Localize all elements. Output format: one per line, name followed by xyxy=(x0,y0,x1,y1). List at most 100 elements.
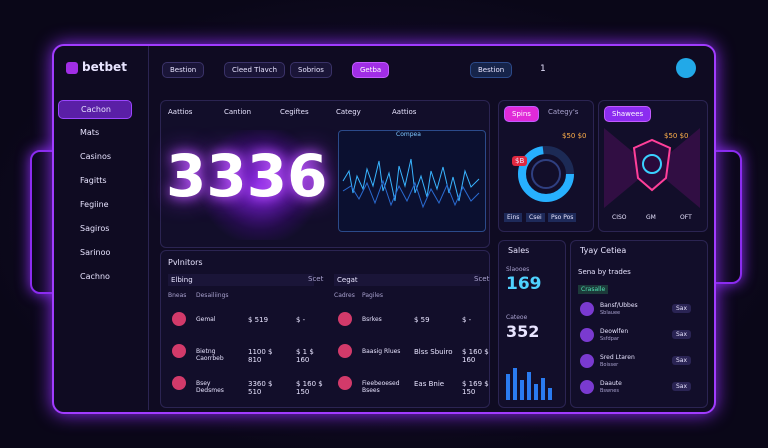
row-value: $ 519 xyxy=(248,316,269,324)
row-value: 1100 $ 810 xyxy=(248,348,273,364)
column-header: Pagiles xyxy=(362,292,383,299)
row-extra: $ 1 $ 160 xyxy=(296,348,314,364)
row-value: 3360 $ 510 xyxy=(248,380,273,396)
filter[interactable]: Elbing xyxy=(168,274,314,286)
item-sub: Sblauee xyxy=(600,310,621,316)
item-name[interactable]: Deowlfen xyxy=(600,328,629,335)
item-name[interactable]: Sred Ltaren xyxy=(600,354,635,361)
donut xyxy=(518,146,574,202)
nav-item[interactable]: Mats xyxy=(80,128,100,137)
item-avatar xyxy=(580,302,594,316)
nav-item[interactable]: Sarinoo xyxy=(80,248,111,257)
hero-glow xyxy=(200,130,320,240)
top-button[interactable]: Sobrios xyxy=(290,62,332,78)
top-button[interactable]: Cleed Tlavch xyxy=(224,62,286,78)
featured-tab[interactable]: CISO xyxy=(612,214,627,221)
featured-tab[interactable]: OFT xyxy=(680,214,692,221)
item-button[interactable]: Sax xyxy=(672,356,692,365)
row-name[interactable]: Bsrkes xyxy=(362,316,382,323)
promo-panel xyxy=(498,100,594,232)
top-button[interactable]: Getba xyxy=(352,62,390,78)
item-sub: Bswnes xyxy=(600,388,619,394)
nav-item[interactable]: Cachon xyxy=(58,100,132,119)
row-avatar xyxy=(172,344,186,358)
avatar[interactable] xyxy=(676,58,696,78)
top-button[interactable]: Bestion xyxy=(162,62,205,78)
item-name[interactable]: Bansf/Ubbes xyxy=(600,302,638,309)
promo-amount: $50 $0 xyxy=(562,132,587,140)
nav-item[interactable]: Fagitts xyxy=(80,176,107,185)
item-avatar xyxy=(580,328,594,342)
tab[interactable]: Categy xyxy=(336,108,361,116)
brand[interactable]: betbet xyxy=(82,60,127,74)
column-header: Bneas xyxy=(168,292,187,299)
sales-number: 352 xyxy=(506,322,540,341)
row-extra: $ 160 $ 160 xyxy=(462,348,489,364)
row-extra: $ 160 $ 150 xyxy=(296,380,323,396)
top-button[interactable]: Bestion xyxy=(470,62,513,78)
nav-item[interactable]: Casinos xyxy=(80,152,112,161)
nav-item[interactable]: Fegiine xyxy=(80,200,109,209)
item-avatar xyxy=(580,380,594,394)
row-extra: $ 169 $ 150 xyxy=(462,380,489,396)
row-extra: $ - xyxy=(296,316,306,324)
tab[interactable]: Cegiftes xyxy=(280,108,309,116)
promo-badge: $B xyxy=(512,156,528,166)
item-avatar xyxy=(580,354,594,368)
featured-tab[interactable]: GM xyxy=(646,214,656,221)
item-sub: Boisser xyxy=(600,362,619,368)
sales-label: Cateoe xyxy=(506,314,528,321)
column-header: Desailiings xyxy=(196,292,229,299)
promo-tab[interactable]: Eins xyxy=(504,213,523,222)
tab[interactable]: Aattios xyxy=(168,108,193,116)
row-avatar xyxy=(338,312,352,326)
mini-chart xyxy=(338,130,486,232)
wave xyxy=(342,158,480,209)
promo-button[interactable]: Spins xyxy=(504,106,539,122)
row-name[interactable]: Baasig Rlues xyxy=(362,348,401,355)
shield-art xyxy=(604,128,700,208)
nav-item[interactable]: Sagiros xyxy=(80,224,110,233)
row-extra: $ - xyxy=(462,316,472,324)
tab[interactable]: Cantion xyxy=(224,108,252,116)
promo-tab[interactable]: Pso Pos xyxy=(548,213,577,222)
sales-title: Sales xyxy=(508,246,530,255)
list-chip: Crasalle xyxy=(578,285,609,294)
row-value: Blss Sbuiro xyxy=(414,348,453,356)
tab[interactable]: Aattios xyxy=(392,108,417,116)
promo-tab[interactable]: Csei xyxy=(526,213,545,222)
row-value: $ 59 xyxy=(414,316,430,324)
action[interactable]: Scet xyxy=(474,275,490,283)
row-avatar xyxy=(338,344,352,358)
row-avatar xyxy=(172,312,186,326)
row-name[interactable]: Gemal xyxy=(196,316,216,323)
item-name[interactable]: Daaute xyxy=(600,380,622,387)
promo-dropdown[interactable]: Categy's xyxy=(548,108,579,116)
featured-button[interactable]: Shawees xyxy=(604,106,652,122)
row-avatar xyxy=(172,376,186,390)
list-title: Tyay Cetiea xyxy=(580,246,627,255)
featured-amount: $50 $0 xyxy=(664,132,689,140)
item-button[interactable]: Sax xyxy=(672,382,692,391)
sidebar xyxy=(54,46,149,410)
sales-number: 169 xyxy=(506,274,542,294)
nav-item[interactable]: Cachno xyxy=(80,272,110,281)
column-header: Cadres xyxy=(334,292,355,299)
row-name[interactable]: Bietng Caorrbeb xyxy=(196,348,224,362)
sales-label: Slaooes xyxy=(506,266,530,273)
action[interactable]: Scet xyxy=(308,275,324,283)
list-subtitle: Sena by trades xyxy=(578,268,631,276)
item-button[interactable]: Sax xyxy=(672,330,692,339)
filter[interactable]: Cegat xyxy=(334,274,480,286)
row-name[interactable]: Fieebeoesed Bsees xyxy=(362,380,400,394)
chart-title: Compea xyxy=(396,131,421,138)
row-avatar xyxy=(338,376,352,390)
logo-icon xyxy=(66,62,78,74)
providers-title: Pvlnitors xyxy=(168,258,203,267)
row-name[interactable]: Bsey Dedsmes xyxy=(196,380,224,394)
list-panel xyxy=(570,240,708,408)
sales-bars xyxy=(506,368,552,400)
row-value: Eas Bnie xyxy=(414,380,445,388)
item-button[interactable]: Sax xyxy=(672,304,692,313)
